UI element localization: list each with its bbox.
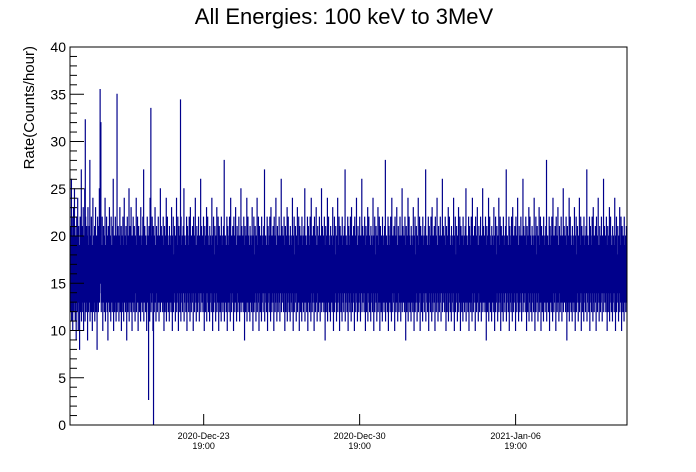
- y-tick-label: 40: [50, 39, 66, 55]
- y-tick-label: 30: [50, 134, 66, 150]
- x-tick-date-label: 2020-Dec-23: [178, 431, 230, 441]
- y-axis-label: Rate(Counts/hour): [21, 46, 38, 169]
- x-tick-time-label: 19:00: [192, 441, 215, 451]
- x-tick-time-label: 19:00: [348, 441, 371, 451]
- y-tick-label: 0: [58, 417, 66, 433]
- y-tick-label: 25: [50, 181, 66, 197]
- chart-title: All Energies: 100 keV to 3MeV: [195, 4, 494, 29]
- y-tick-label: 20: [50, 228, 66, 244]
- series-line-0: [69, 89, 628, 426]
- y-tick-label: 35: [50, 86, 66, 102]
- x-axis: 2020-Dec-2319:002020-Dec-3019:002021-Jan…: [178, 414, 541, 451]
- y-tick-label: 15: [50, 275, 66, 291]
- x-tick-date-label: 2021-Jan-06: [490, 431, 541, 441]
- series-line-group: [69, 89, 628, 426]
- y-axis: 0 5 10 15 20 25 30 35 40: [50, 39, 84, 433]
- x-tick-time-label: 19:00: [504, 441, 527, 451]
- y-tick-label: 5: [58, 370, 66, 386]
- y-tick-label: 10: [50, 323, 66, 339]
- x-tick-date-label: 2020-Dec-30: [334, 431, 386, 441]
